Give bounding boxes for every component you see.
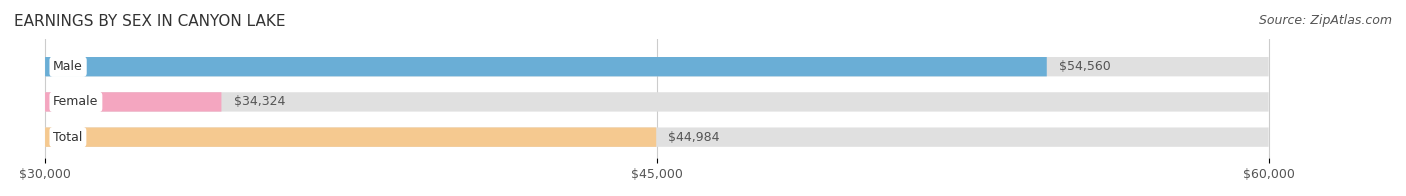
Text: EARNINGS BY SEX IN CANYON LAKE: EARNINGS BY SEX IN CANYON LAKE: [14, 14, 285, 29]
Text: $44,984: $44,984: [668, 131, 720, 144]
Text: Female: Female: [53, 95, 98, 108]
Text: $34,324: $34,324: [233, 95, 285, 108]
Text: Source: ZipAtlas.com: Source: ZipAtlas.com: [1258, 14, 1392, 27]
Text: Male: Male: [53, 60, 83, 73]
FancyBboxPatch shape: [45, 127, 1268, 147]
Text: Total: Total: [53, 131, 83, 144]
FancyBboxPatch shape: [45, 57, 1268, 76]
FancyBboxPatch shape: [45, 57, 1047, 76]
Text: $54,560: $54,560: [1059, 60, 1111, 73]
FancyBboxPatch shape: [45, 92, 1268, 112]
FancyBboxPatch shape: [45, 92, 221, 112]
FancyBboxPatch shape: [45, 127, 657, 147]
